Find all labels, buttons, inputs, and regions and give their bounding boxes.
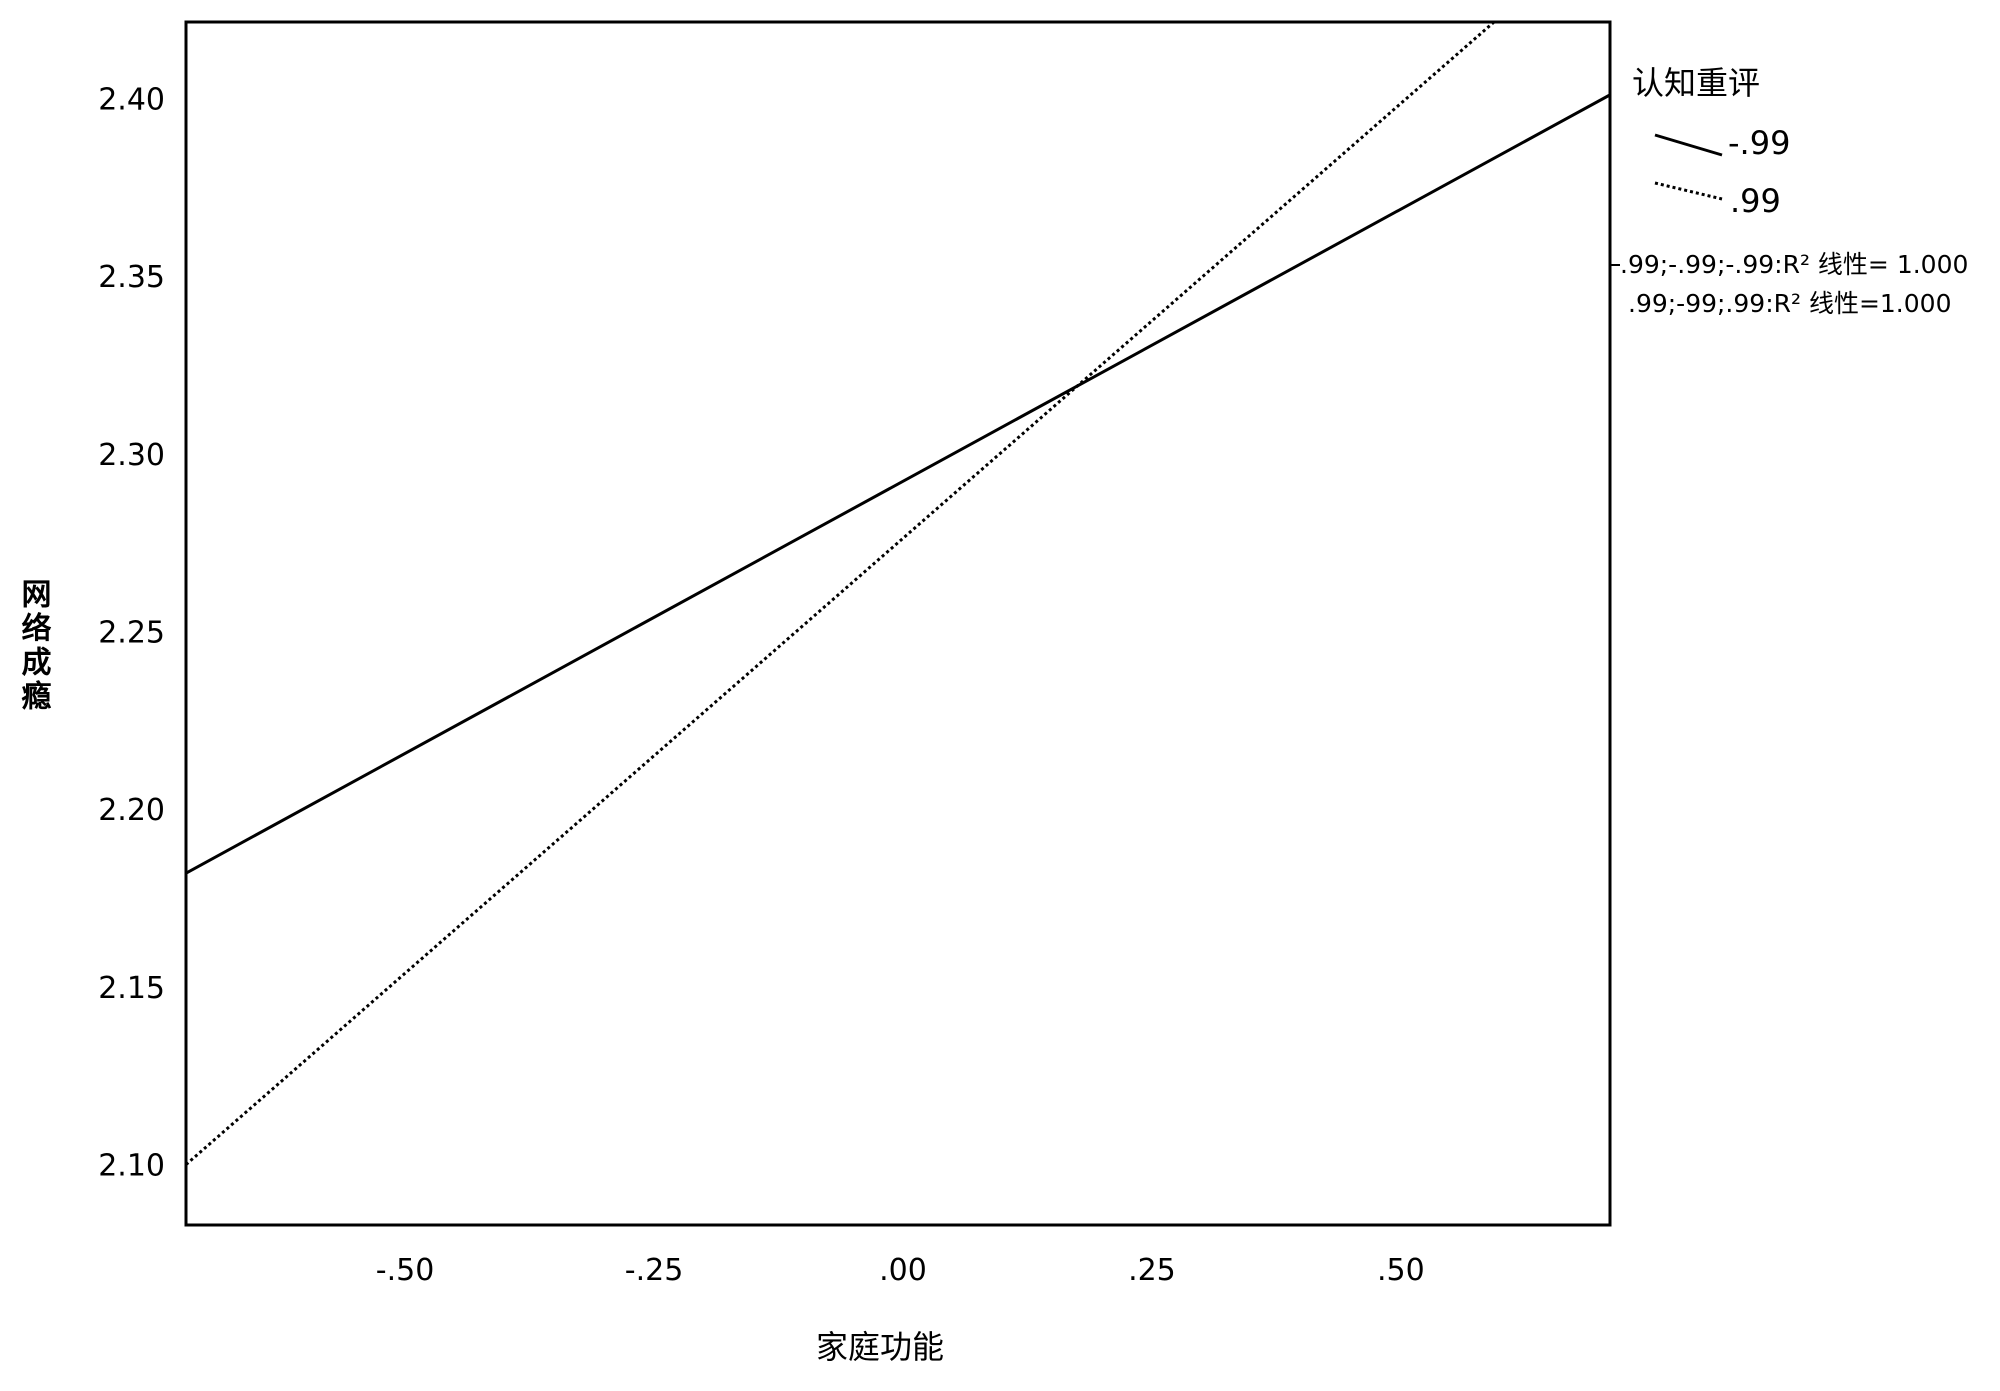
legend: 认知重评 -.99 .99 xyxy=(1632,64,1790,220)
legend-entry: .99 xyxy=(1730,182,1781,220)
x-tick-label: .50 xyxy=(1377,1253,1425,1288)
y-tick-label: 2.15 xyxy=(98,971,165,1006)
y-tick-label: 2.35 xyxy=(98,260,165,295)
series-line-dotted xyxy=(186,22,1497,1166)
legend-swatch-dotted xyxy=(1654,181,1723,201)
y-tick-label: 2.30 xyxy=(98,438,165,473)
y-tick-label: 2.25 xyxy=(98,615,165,650)
y-axis-title: 网络成瘾 xyxy=(16,578,52,714)
legend-entry: -.99 xyxy=(1728,124,1790,162)
y-tick-label: 2.10 xyxy=(98,1149,165,1184)
legend-swatch-solid xyxy=(1654,133,1723,157)
x-tick-label: .00 xyxy=(879,1253,927,1288)
x-tick-label: -.25 xyxy=(625,1253,684,1288)
x-tick-label: .25 xyxy=(1128,1253,1176,1288)
y-tick-label: 2.40 xyxy=(98,82,165,117)
x-axis-title: 家庭功能 xyxy=(816,1328,944,1366)
plot-frame xyxy=(184,20,1612,1227)
annotation-r2: .99;-99;.99:R² 线性=1.000 xyxy=(1628,289,1951,318)
series-line-solid xyxy=(186,93,1610,875)
legend-title: 认知重评 xyxy=(1632,64,1760,102)
y-tick-label: 2.20 xyxy=(98,793,165,828)
annotation-r2: .99;-.99;-.99:R² 线性= 1.000 xyxy=(1620,250,1968,279)
x-tick-label: -.50 xyxy=(376,1253,435,1288)
